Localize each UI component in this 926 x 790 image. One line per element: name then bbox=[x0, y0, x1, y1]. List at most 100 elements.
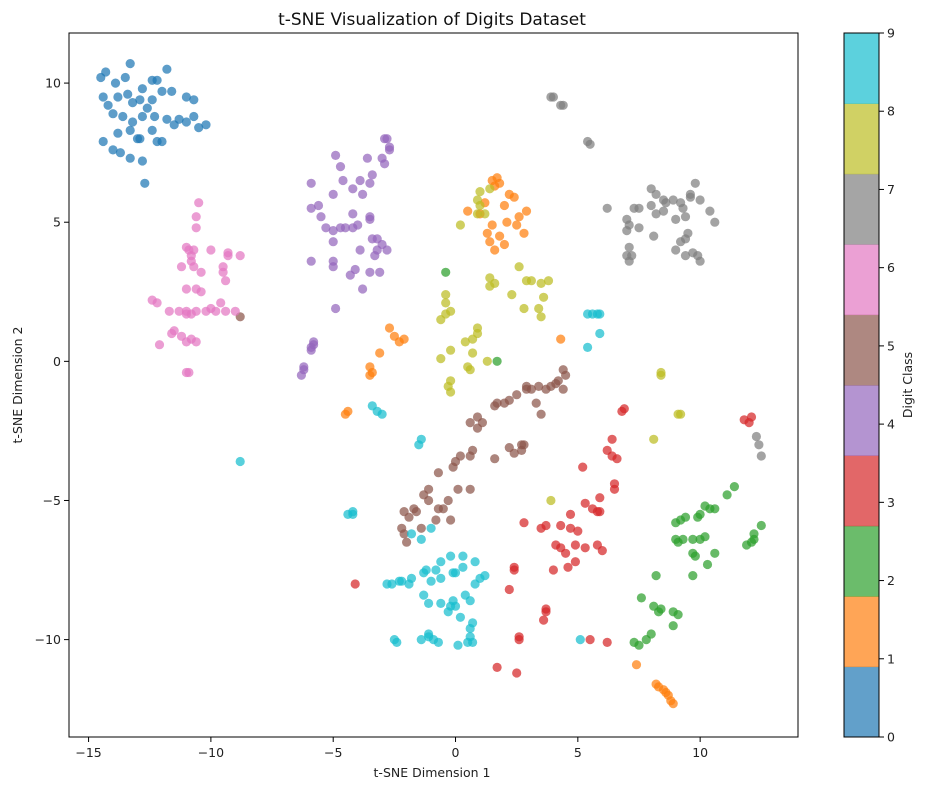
point-class-4 bbox=[331, 303, 341, 314]
point-class-4 bbox=[365, 267, 375, 277]
point-class-4 bbox=[348, 209, 358, 219]
point-class-9 bbox=[436, 598, 446, 609]
point-class-9 bbox=[455, 612, 465, 622]
point-class-5 bbox=[446, 515, 456, 525]
point-class-6 bbox=[223, 251, 233, 261]
point-class-1 bbox=[495, 178, 505, 188]
point-class-0 bbox=[189, 95, 199, 105]
point-class-3 bbox=[585, 635, 595, 645]
point-class-2 bbox=[441, 267, 451, 277]
point-class-7 bbox=[646, 200, 656, 211]
point-class-5 bbox=[424, 495, 434, 506]
point-class-3 bbox=[746, 412, 757, 422]
point-class-5 bbox=[465, 451, 475, 461]
point-class-1 bbox=[509, 192, 519, 202]
point-class-3 bbox=[595, 493, 605, 503]
point-class-1 bbox=[485, 237, 495, 247]
point-class-5 bbox=[465, 484, 475, 494]
point-class-9 bbox=[436, 557, 446, 567]
point-class-9 bbox=[595, 328, 605, 339]
point-class-4 bbox=[345, 270, 355, 280]
point-class-9 bbox=[448, 596, 458, 606]
point-class-7 bbox=[678, 203, 688, 213]
point-class-4 bbox=[328, 226, 338, 236]
point-class-5 bbox=[399, 529, 409, 539]
colorbar-segment-4 bbox=[844, 385, 879, 456]
point-class-4 bbox=[331, 150, 341, 160]
point-class-8 bbox=[519, 303, 529, 314]
point-class-4 bbox=[321, 223, 331, 233]
colorbar-segment-5 bbox=[844, 314, 879, 386]
point-class-3 bbox=[580, 498, 590, 508]
point-class-6 bbox=[191, 212, 201, 222]
point-class-5 bbox=[411, 507, 421, 517]
point-class-3 bbox=[519, 518, 529, 528]
point-class-9 bbox=[426, 523, 436, 533]
point-class-1 bbox=[463, 206, 473, 216]
y-axis: −10 −5 0 5 10 bbox=[35, 76, 69, 647]
colorbar-segment-3 bbox=[844, 455, 879, 527]
point-class-3 bbox=[609, 479, 620, 489]
point-class-7 bbox=[695, 195, 705, 205]
point-class-2 bbox=[700, 532, 710, 542]
point-class-9 bbox=[424, 598, 434, 609]
point-class-4 bbox=[384, 142, 395, 152]
colorbar-tick-label: 7 bbox=[887, 182, 895, 197]
point-class-2 bbox=[646, 629, 656, 639]
point-class-8 bbox=[676, 409, 686, 419]
point-class-5 bbox=[443, 495, 453, 506]
point-class-7 bbox=[651, 189, 661, 199]
point-class-3 bbox=[541, 520, 551, 531]
point-class-0 bbox=[120, 72, 130, 83]
point-class-8 bbox=[480, 209, 490, 219]
point-class-4 bbox=[328, 262, 338, 272]
point-class-7 bbox=[548, 92, 559, 102]
point-class-8 bbox=[536, 278, 546, 288]
point-class-8 bbox=[534, 303, 544, 314]
point-class-2 bbox=[700, 501, 710, 511]
point-class-4 bbox=[306, 256, 316, 266]
point-class-7 bbox=[649, 231, 659, 241]
point-class-2 bbox=[671, 534, 681, 545]
point-class-2 bbox=[688, 534, 698, 545]
series-class-0 bbox=[96, 59, 211, 188]
point-class-6 bbox=[211, 306, 221, 316]
point-class-8 bbox=[468, 348, 478, 358]
point-class-5 bbox=[536, 409, 546, 419]
point-class-2 bbox=[636, 593, 647, 603]
point-class-3 bbox=[570, 540, 581, 550]
colorbar: 0 1 2 3 4 5 6 7 8 9 bbox=[843, 26, 895, 745]
point-class-9 bbox=[426, 576, 436, 586]
y-tick-label: −10 bbox=[35, 632, 61, 647]
point-class-5 bbox=[558, 384, 568, 394]
point-class-0 bbox=[150, 111, 160, 122]
point-class-1 bbox=[482, 228, 492, 238]
point-class-4 bbox=[313, 200, 324, 211]
series-class-6 bbox=[147, 198, 245, 378]
point-class-8 bbox=[543, 276, 554, 286]
point-class-6 bbox=[176, 262, 187, 272]
point-class-3 bbox=[492, 662, 502, 673]
point-class-5 bbox=[512, 390, 522, 400]
point-class-8 bbox=[465, 365, 475, 375]
point-class-4 bbox=[328, 237, 338, 247]
point-class-9 bbox=[470, 579, 480, 589]
point-class-7 bbox=[705, 206, 715, 216]
point-class-7 bbox=[690, 178, 700, 188]
point-class-0 bbox=[189, 111, 199, 122]
point-class-2 bbox=[710, 548, 720, 558]
point-class-8 bbox=[446, 345, 456, 355]
point-class-3 bbox=[512, 668, 522, 678]
point-class-2 bbox=[634, 640, 644, 650]
point-class-1 bbox=[514, 212, 524, 222]
point-class-4 bbox=[299, 365, 309, 375]
point-class-5 bbox=[465, 418, 475, 428]
point-class-0 bbox=[137, 156, 147, 166]
point-class-7 bbox=[624, 256, 634, 266]
point-class-0 bbox=[128, 98, 138, 108]
x-tick-label: 0 bbox=[452, 745, 460, 760]
point-class-9 bbox=[416, 534, 426, 545]
point-class-5 bbox=[509, 448, 519, 458]
point-class-0 bbox=[113, 128, 123, 138]
point-class-1 bbox=[340, 409, 350, 419]
